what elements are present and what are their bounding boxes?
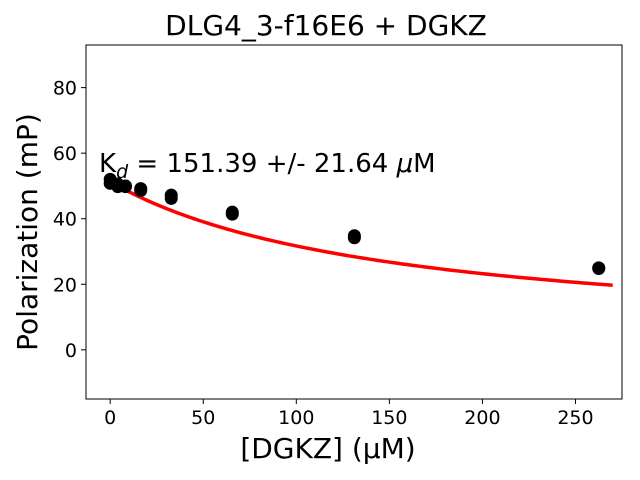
- data-point: [225, 207, 239, 221]
- y-tick-label: 60: [53, 143, 77, 165]
- x-axis-label: [DGKZ] (μM): [240, 432, 415, 465]
- y-tick-label: 20: [53, 274, 77, 296]
- y-tick-label: 40: [53, 209, 77, 231]
- x-tick-label: 100: [278, 407, 314, 429]
- plot-frame: [85, 44, 623, 400]
- data-points-layer: [103, 172, 606, 276]
- x-axis-ticks: 0 50 100 150 200 250: [104, 399, 594, 429]
- y-axis-ticks: 0 20 40 60 80: [53, 78, 86, 362]
- data-point: [164, 191, 178, 205]
- x-tick-label: 0: [104, 407, 116, 429]
- x-tick-label: 200: [464, 407, 500, 429]
- data-point: [592, 262, 606, 276]
- x-tick-label: 250: [557, 407, 593, 429]
- data-point: [134, 184, 148, 198]
- x-tick-label: 50: [191, 407, 215, 429]
- kd-annotation: Kd = 151.39 +/- 21.64 μM: [99, 149, 436, 183]
- y-axis-label: Polarization (mP): [11, 113, 44, 351]
- chart-title: DLG4_3-f16E6 + DGKZ: [165, 9, 487, 42]
- data-point: [118, 180, 132, 194]
- fit-curve: [109, 180, 613, 287]
- y-tick-label: 80: [53, 78, 77, 100]
- y-tick-label: 0: [65, 340, 77, 362]
- data-point: [347, 231, 361, 245]
- fit-curve-layer: [109, 180, 613, 287]
- x-tick-label: 150: [371, 407, 407, 429]
